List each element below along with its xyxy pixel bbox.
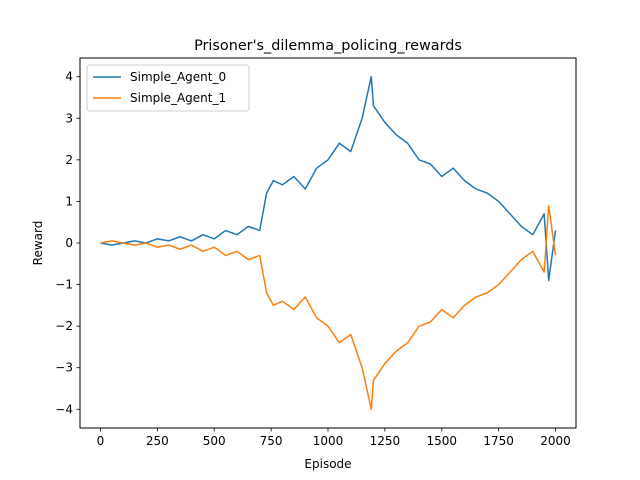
y-tick-label: −1 bbox=[55, 278, 73, 292]
x-tick-label: 500 bbox=[203, 434, 226, 448]
x-axis-label: Episode bbox=[304, 457, 351, 471]
x-tick-label: 1250 bbox=[370, 434, 401, 448]
y-tick-label: −3 bbox=[55, 361, 73, 375]
x-axis: 0 250 500 750 1000 1250 1500 1750 2000 bbox=[97, 428, 571, 448]
chart-title: Prisoner's_dilemma_policing_rewards bbox=[194, 38, 462, 54]
legend: Simple_Agent_0 Simple_Agent_1 bbox=[86, 64, 250, 112]
legend-label-0: Simple_Agent_0 bbox=[130, 70, 226, 84]
series-line-1 bbox=[100, 204, 557, 411]
y-tick-label: 2 bbox=[65, 153, 73, 167]
y-tick-label: −4 bbox=[55, 402, 73, 416]
x-tick-label: 2000 bbox=[540, 434, 571, 448]
legend-label-1: Simple_Agent_1 bbox=[130, 91, 226, 105]
x-tick-label: 750 bbox=[260, 434, 283, 448]
y-tick-label: 1 bbox=[65, 194, 73, 208]
legend-box bbox=[86, 64, 250, 112]
y-tick-label: 4 bbox=[65, 70, 73, 84]
y-axis-label: Reward bbox=[31, 221, 45, 266]
x-tick-label: 1750 bbox=[483, 434, 514, 448]
y-tick-label: 3 bbox=[65, 111, 73, 125]
y-tick-label: 0 bbox=[65, 236, 73, 250]
x-tick-label: 0 bbox=[97, 434, 105, 448]
y-axis: −4 −3 −2 −1 0 1 2 3 4 bbox=[55, 70, 80, 416]
plot-lines bbox=[100, 75, 557, 411]
y-tick-label: −2 bbox=[55, 319, 73, 333]
x-tick-label: 1000 bbox=[313, 434, 344, 448]
series-line-0 bbox=[100, 75, 557, 282]
x-tick-label: 250 bbox=[146, 434, 169, 448]
x-tick-label: 1500 bbox=[426, 434, 457, 448]
